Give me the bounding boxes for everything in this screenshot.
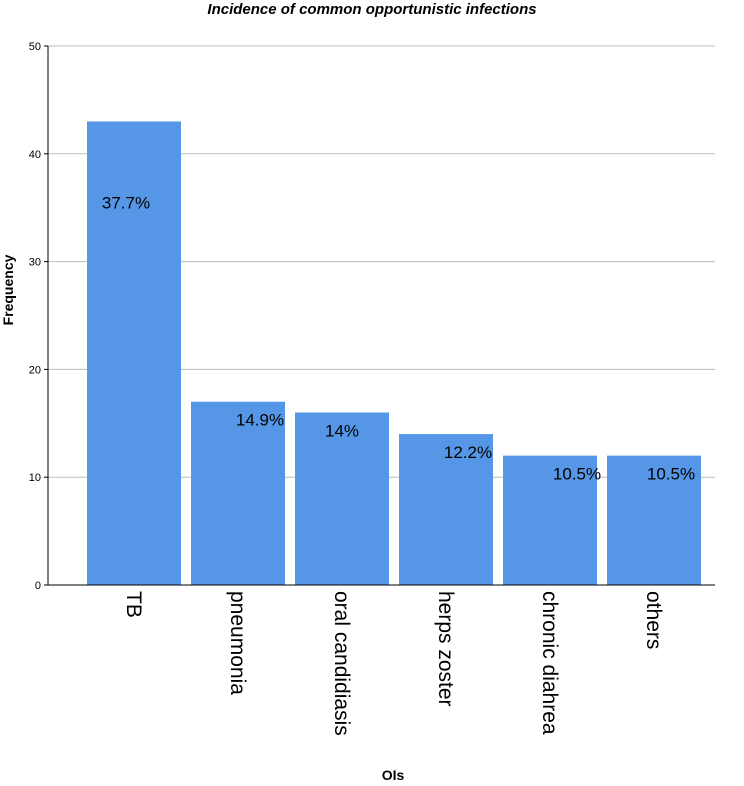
bar [607, 455, 701, 585]
bar [399, 434, 493, 585]
x-tick-label: others [642, 591, 665, 649]
bar-data-label: 10.5% [647, 465, 695, 484]
bar-data-label: 10.5% [553, 465, 601, 484]
bar-data-label: 14% [325, 422, 359, 441]
x-ticks: TB pneumonia oral candidiasis herps zoster c… [122, 591, 665, 736]
chart-title: Incidence of common opportunistic infect… [207, 1, 536, 18]
x-tick-label: TB [122, 591, 145, 618]
y-tick-label: 10 [29, 472, 41, 484]
y-ticks: 0 10 20 30 40 50 [29, 41, 48, 592]
y-axis-title: Frequency [0, 254, 16, 325]
x-tick-label: pneumonia [226, 591, 249, 695]
bar-data-label: 12.2% [444, 443, 492, 462]
bar-data-labels: 37.7% 14.9% 14% 12.2% 10.5% 10.5% [102, 193, 695, 483]
y-tick-label: 20 [29, 364, 41, 376]
x-tick-label: chronic diahrea [538, 591, 561, 735]
bar-data-label: 37.7% [102, 193, 150, 212]
bars [87, 121, 701, 586]
bar [503, 455, 597, 585]
bar [191, 401, 285, 585]
y-tick-label: 0 [35, 580, 41, 592]
y-tick-label: 40 [29, 149, 41, 161]
bar [295, 412, 389, 585]
y-tick-label: 50 [29, 41, 41, 53]
x-tick-label: herps zoster [434, 591, 457, 707]
bar-data-label: 14.9% [236, 411, 284, 430]
y-tick-label: 30 [29, 257, 41, 269]
x-tick-label: oral candidiasis [330, 591, 353, 736]
x-axis-title: OIs [382, 767, 405, 783]
bar [87, 121, 181, 586]
